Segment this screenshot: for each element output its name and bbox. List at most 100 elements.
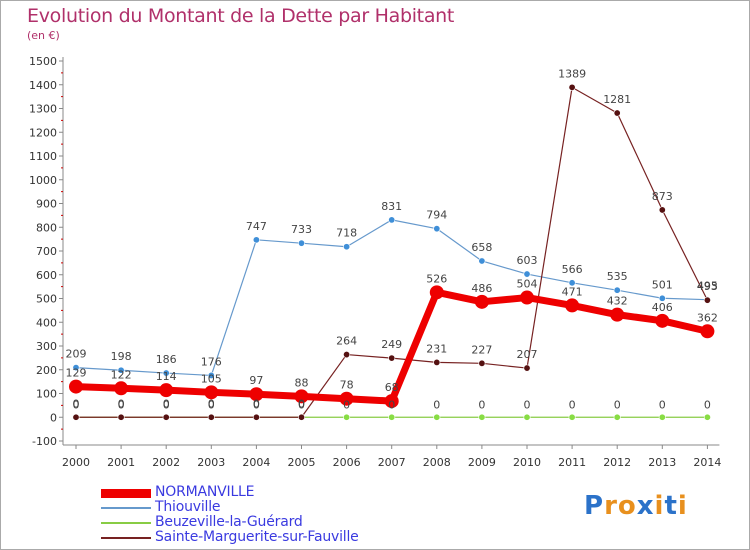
data-label: 406: [652, 301, 673, 314]
data-point: [388, 354, 396, 362]
x-tick-label: 2011: [558, 456, 586, 469]
data-label: 535: [607, 270, 628, 283]
y-tick-label: 1500: [29, 55, 57, 68]
data-point: [478, 413, 486, 421]
y-tick-label: 200: [36, 364, 57, 377]
data-label: 471: [562, 285, 583, 298]
x-tick-label: 2008: [423, 456, 451, 469]
x-tick-label: 2010: [513, 456, 541, 469]
unit-label: (en €): [27, 29, 60, 42]
data-label: 718: [336, 227, 357, 240]
data-point: [523, 270, 531, 278]
data-label: 105: [201, 372, 222, 385]
legend-swatch: [101, 537, 151, 539]
data-point: [343, 243, 351, 251]
legend-swatch: [101, 522, 151, 524]
data-point: [252, 236, 260, 244]
x-tick-label: 2009: [468, 456, 496, 469]
y-tick-label: 600: [36, 269, 57, 282]
data-label: 0: [659, 398, 666, 411]
data-point: [252, 413, 260, 421]
data-point: [613, 286, 621, 294]
data-label: 504: [517, 278, 538, 291]
data-label: 0: [73, 397, 80, 410]
legend-label: Beuzeville-la-Guérard: [155, 514, 303, 530]
data-label: 186: [156, 353, 177, 366]
data-label: 873: [652, 190, 673, 203]
data-point: [207, 413, 215, 421]
y-tick-label: 100: [36, 388, 57, 401]
legend-swatch: [101, 507, 151, 509]
data-label: 501: [652, 278, 673, 291]
data-point: [700, 324, 715, 339]
data-point: [117, 366, 125, 374]
data-label: 0: [118, 397, 125, 410]
data-point: [114, 381, 129, 396]
data-label: 432: [607, 295, 628, 308]
data-point: [249, 387, 264, 402]
data-label: 114: [156, 370, 177, 383]
series-0: [69, 285, 715, 409]
data-label: 264: [336, 335, 357, 348]
data-label: 0: [208, 398, 215, 411]
data-point: [343, 413, 351, 421]
data-point: [568, 413, 576, 421]
data-point: [339, 391, 354, 406]
data-label: 207: [517, 348, 538, 361]
legend-label: Sainte-Marguerite-sur-Fauville: [155, 529, 359, 545]
data-label: 1281: [603, 93, 631, 106]
data-point: [520, 290, 534, 305]
data-point: [433, 225, 441, 233]
data-point: [613, 413, 621, 421]
data-point: [613, 109, 621, 117]
data-label: 658: [471, 241, 492, 254]
data-point: [433, 358, 441, 366]
data-label: 0: [433, 398, 440, 411]
data-label: 0: [253, 397, 260, 410]
data-label: 495: [697, 280, 718, 293]
data-point: [207, 371, 215, 379]
data-label: 0: [343, 398, 350, 411]
logo-letter: t: [664, 491, 678, 521]
chart-title: Evolution du Montant de la Dette par Hab…: [27, 5, 455, 27]
data-label: 0: [163, 397, 170, 410]
data-label: 794: [426, 209, 447, 222]
data-point: [72, 413, 80, 421]
proxiti-logo: Proxiti: [584, 491, 688, 521]
data-point: [703, 296, 711, 304]
data-label: 231: [426, 342, 447, 355]
data-point: [388, 413, 396, 421]
data-label: 1389: [558, 67, 586, 80]
data-point: [523, 364, 531, 372]
data-label: 88: [295, 376, 309, 389]
y-tick-label: 1200: [29, 126, 57, 139]
data-point: [388, 216, 396, 224]
data-point: [523, 413, 531, 421]
logo-letter: o: [617, 491, 637, 521]
data-label: 486: [471, 282, 492, 295]
data-label: 0: [524, 398, 531, 411]
legend-label: Thiouville: [155, 499, 221, 515]
y-tick-label: 1100: [29, 150, 57, 163]
logo-letter: x: [636, 491, 655, 521]
data-point: [658, 294, 666, 302]
data-label: 526: [426, 272, 447, 285]
data-point: [478, 257, 486, 265]
data-point: [568, 83, 576, 91]
data-label: 97: [249, 374, 263, 387]
data-label: 747: [246, 220, 267, 233]
data-point: [655, 313, 670, 328]
y-tick-label: 500: [36, 293, 57, 306]
data-point: [204, 385, 219, 400]
y-tick-label: 700: [36, 245, 57, 258]
data-point: [703, 413, 711, 421]
x-tick-label: 2007: [378, 456, 406, 469]
data-label: 227: [471, 343, 492, 356]
data-label: 0: [253, 398, 260, 411]
logo-letter: i: [677, 491, 688, 521]
data-point: [478, 359, 486, 367]
x-tick-label: 2002: [152, 456, 180, 469]
y-tick-label: 400: [36, 316, 57, 329]
data-label: 249: [381, 338, 402, 351]
